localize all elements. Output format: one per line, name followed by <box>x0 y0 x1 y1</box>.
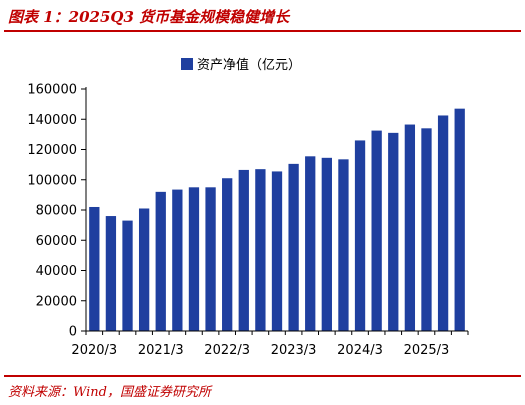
source-rule <box>4 375 521 377</box>
bar <box>338 159 349 331</box>
x-tick-label: 2020/3 <box>71 343 117 358</box>
bar <box>354 140 366 331</box>
legend-swatch <box>181 58 193 70</box>
x-tick-label: 2021/3 <box>138 343 184 358</box>
bar <box>321 157 332 331</box>
y-tick-label: 20000 <box>36 294 77 309</box>
y-tick-label: 40000 <box>36 264 77 279</box>
x-tick-label: 2024/3 <box>337 343 383 358</box>
x-tick-label: 2025/3 <box>404 343 450 358</box>
y-axis: 0 20000 40000 60000 80000 100000 120000 140000 1… <box>27 83 87 340</box>
bar <box>222 178 233 331</box>
y-tick-label: 140000 <box>27 113 77 128</box>
bar <box>122 220 133 331</box>
y-tick-label: 100000 <box>27 173 77 188</box>
legend: 资产净值（亿元） <box>181 57 301 73</box>
bar <box>421 128 432 331</box>
bar <box>255 169 266 331</box>
y-tick-label: 80000 <box>36 204 77 219</box>
bar <box>105 216 117 331</box>
bar <box>172 189 183 331</box>
bar <box>371 130 382 331</box>
bar <box>271 171 283 331</box>
bar <box>288 163 299 331</box>
bars <box>89 108 465 331</box>
y-tick-label: 60000 <box>36 234 77 249</box>
y-tick-label: 120000 <box>27 143 77 158</box>
bar <box>437 115 449 331</box>
title-rule <box>4 30 521 32</box>
source-note: 资料来源：Wind，国盛证券研究所 <box>8 385 211 400</box>
bar <box>305 156 316 331</box>
bar <box>138 208 150 331</box>
bar <box>454 108 465 331</box>
bar <box>388 132 399 331</box>
figure-title: 图表 1：2025Q3 货币基金规模稳健增长 <box>8 8 290 26</box>
bar <box>155 191 166 331</box>
legend-label: 资产净值（亿元） <box>197 57 301 73</box>
x-tick-label: 2023/3 <box>271 343 317 358</box>
bar <box>404 124 416 331</box>
bar <box>205 187 216 331</box>
bar <box>188 187 200 331</box>
bar <box>89 206 100 331</box>
y-tick-label: 160000 <box>27 83 77 98</box>
x-axis: 2020/3 2021/3 2022/3 2023/3 2024/3 2025/3 <box>71 330 469 358</box>
y-tick-label: 0 <box>69 325 77 340</box>
bar <box>238 169 249 331</box>
x-tick-label: 2022/3 <box>204 343 250 358</box>
